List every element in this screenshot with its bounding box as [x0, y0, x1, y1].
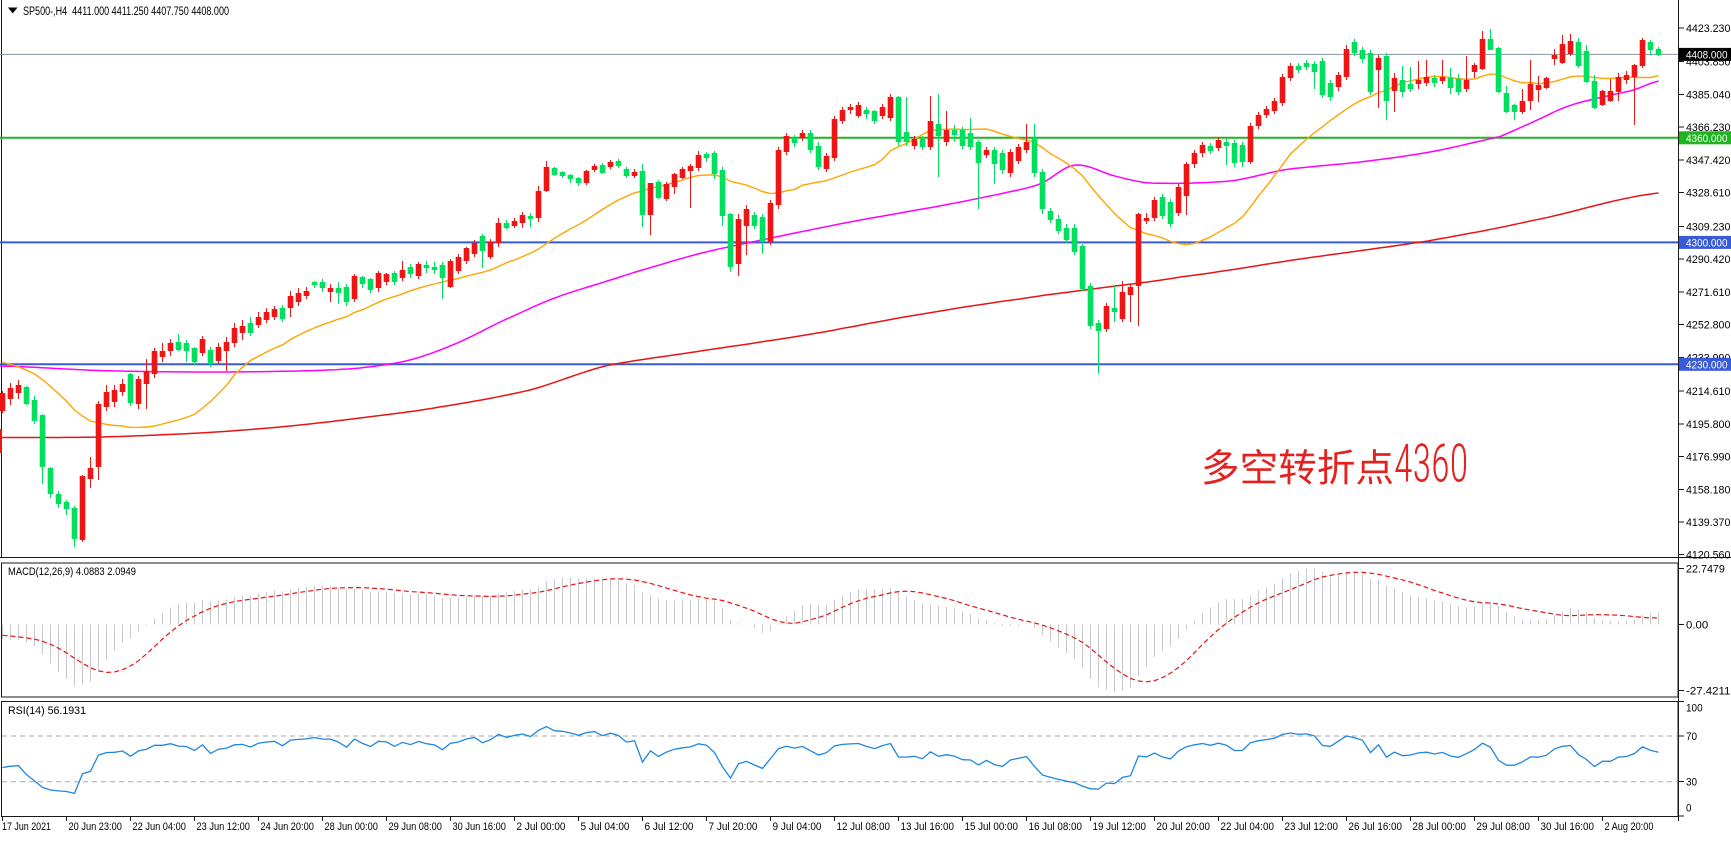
svg-text:4423.230: 4423.230	[1686, 23, 1730, 35]
svg-text:4408.000: 4408.000	[1686, 49, 1728, 61]
svg-text:22 Jul 04:00: 22 Jul 04:00	[1221, 821, 1274, 833]
svg-text:0.00: 0.00	[1686, 620, 1708, 632]
svg-text:9 Jul 04:00: 9 Jul 04:00	[773, 821, 822, 833]
svg-text:30 Jun 16:00: 30 Jun 16:00	[453, 821, 506, 833]
svg-text:26 Jul 16:00: 26 Jul 16:00	[1349, 821, 1402, 833]
svg-text:4366.230: 4366.230	[1686, 122, 1730, 134]
svg-text:4252.800: 4252.800	[1686, 320, 1730, 332]
svg-text:7 Jul 20:00: 7 Jul 20:00	[709, 821, 758, 833]
svg-text:28 Jun 00:00: 28 Jun 00:00	[325, 821, 378, 833]
svg-text:100: 100	[1686, 702, 1703, 714]
svg-text:29 Jun 08:00: 29 Jun 08:00	[389, 821, 442, 833]
svg-text:-27.4211: -27.4211	[1686, 686, 1730, 698]
svg-text:16 Jul 08:00: 16 Jul 08:00	[1029, 821, 1082, 833]
svg-text:20 Jun 23:00: 20 Jun 23:00	[69, 821, 122, 833]
svg-text:19 Jul 12:00: 19 Jul 12:00	[1093, 821, 1146, 833]
svg-text:4230.000: 4230.000	[1686, 359, 1728, 371]
svg-text:RSI(14) 56.1931: RSI(14) 56.1931	[8, 705, 86, 717]
svg-text:20 Jul 20:00: 20 Jul 20:00	[1157, 821, 1210, 833]
svg-text:4385.040: 4385.040	[1686, 89, 1730, 101]
svg-text:29 Jul 08:00: 29 Jul 08:00	[1477, 821, 1530, 833]
svg-text:4176.990: 4176.990	[1686, 452, 1730, 464]
svg-text:4158.180: 4158.180	[1686, 484, 1730, 496]
svg-text:22 Jun 04:00: 22 Jun 04:00	[133, 821, 186, 833]
svg-text:4309.230: 4309.230	[1686, 221, 1730, 233]
svg-text:17 Jun 2021: 17 Jun 2021	[2, 821, 51, 833]
svg-text:30: 30	[1686, 777, 1697, 789]
svg-text:24 Jun 20:00: 24 Jun 20:00	[261, 821, 314, 833]
svg-text:28 Jul 00:00: 28 Jul 00:00	[1413, 821, 1466, 833]
svg-text:4214.610: 4214.610	[1686, 386, 1730, 398]
svg-text:4139.370: 4139.370	[1686, 517, 1730, 529]
svg-text:23 Jul 12:00: 23 Jul 12:00	[1285, 821, 1338, 833]
svg-text:MACD(12,26,9) 4.0883 2.0949: MACD(12,26,9) 4.0883 2.0949	[8, 566, 136, 578]
svg-text:5 Jul 04:00: 5 Jul 04:00	[581, 821, 630, 833]
svg-text:2 Jul 00:00: 2 Jul 00:00	[517, 821, 566, 833]
svg-text:2 Aug 20:00: 2 Aug 20:00	[1605, 821, 1654, 833]
svg-text:12 Jul 08:00: 12 Jul 08:00	[837, 821, 890, 833]
svg-text:70: 70	[1686, 731, 1697, 743]
svg-text:4300.000: 4300.000	[1686, 237, 1728, 249]
svg-text:4120.560: 4120.560	[1686, 550, 1730, 562]
svg-text:23 Jun 12:00: 23 Jun 12:00	[197, 821, 250, 833]
svg-text:30 Jul 16:00: 30 Jul 16:00	[1541, 821, 1594, 833]
svg-text:4195.800: 4195.800	[1686, 419, 1730, 431]
svg-text:13 Jul 16:00: 13 Jul 16:00	[901, 821, 954, 833]
svg-text:22.7479: 22.7479	[1686, 564, 1725, 576]
svg-text:4347.420: 4347.420	[1686, 155, 1730, 167]
svg-text:4271.610: 4271.610	[1686, 287, 1730, 299]
svg-text:6 Jul 12:00: 6 Jul 12:00	[645, 821, 694, 833]
svg-text:15 Jul 00:00: 15 Jul 00:00	[965, 821, 1018, 833]
svg-text:0: 0	[1686, 803, 1692, 815]
svg-text:4328.610: 4328.610	[1686, 188, 1730, 200]
svg-text:4360.000: 4360.000	[1686, 133, 1728, 145]
svg-text:4290.420: 4290.420	[1686, 254, 1730, 266]
svg-text:SP500-,H4 4411.000 4411.250 4: SP500-,H4 4411.000 4411.250 4407.750 440…	[23, 6, 229, 18]
